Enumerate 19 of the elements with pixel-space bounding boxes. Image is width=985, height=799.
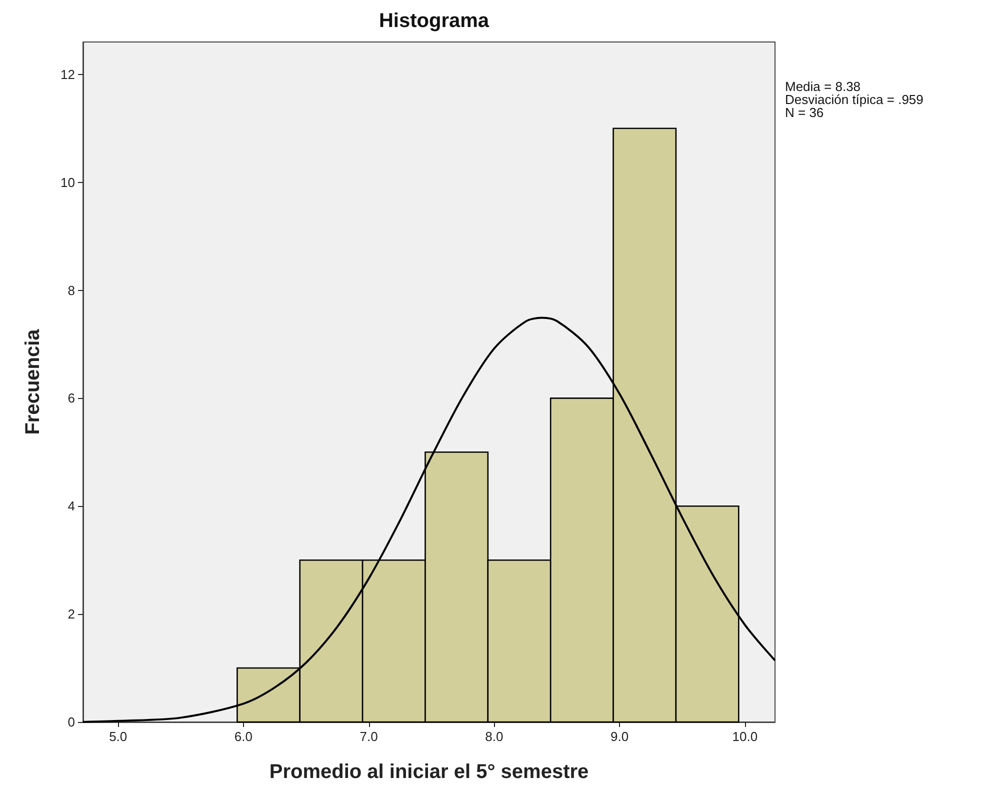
y-tick-label: 10: [60, 174, 75, 190]
x-axis-title: Promedio al iniciar el 5° semestre: [269, 761, 589, 783]
text: N = 36: [785, 105, 824, 120]
x-tick-label: 10.0: [732, 729, 758, 744]
x-tick-label: 7.0: [360, 729, 378, 744]
y-tick-label: 6: [68, 390, 75, 406]
y-axis-title: Frecuencia: [22, 328, 44, 435]
text: Desviación típica = .959: [785, 92, 924, 107]
y-tick-label: 12: [60, 66, 75, 82]
y-tick-label: 0: [68, 714, 75, 730]
y-tick-label: 4: [68, 498, 75, 514]
x-tick-label: 9.0: [610, 729, 629, 744]
y-tick-label: 8: [68, 282, 75, 298]
x-tick-label: 5.0: [109, 729, 128, 744]
text: Media = 8.38: [785, 79, 861, 94]
chart-title: Histograma: [378, 10, 490, 32]
x-tick-label: 8.0: [485, 729, 504, 744]
x-tick-label: 6.0: [234, 729, 253, 744]
y-tick-label: 2: [68, 606, 75, 622]
